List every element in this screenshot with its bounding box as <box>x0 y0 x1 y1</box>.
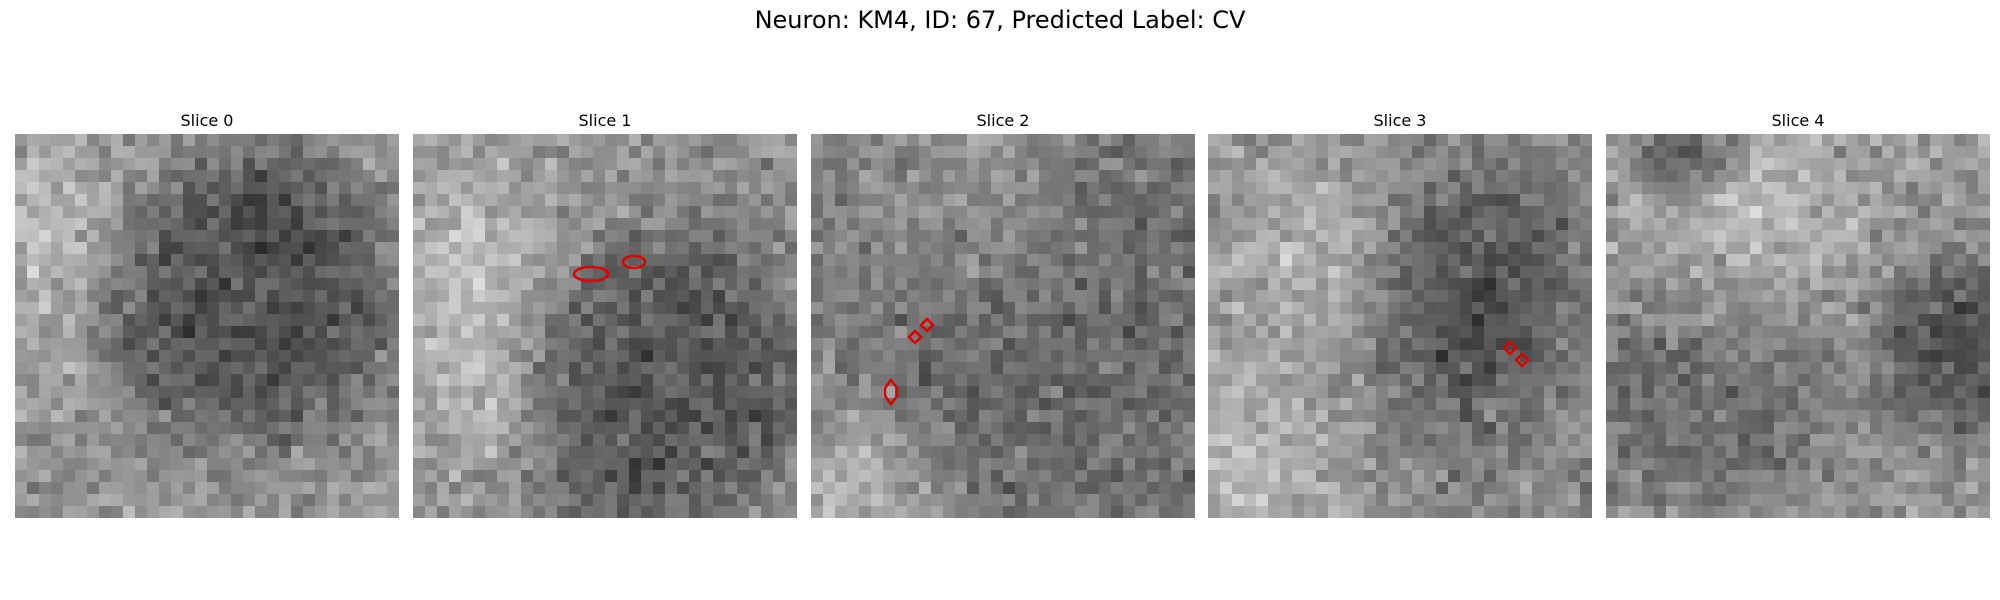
slice-panel-1: Slice 1 <box>413 108 797 518</box>
slice-image-0 <box>15 134 399 518</box>
slice-title-1: Slice 1 <box>413 108 797 134</box>
slice-panel-2: Slice 2 <box>811 108 1195 518</box>
slice-panel-3: Slice 3 <box>1208 108 1592 518</box>
slice-image-2 <box>811 134 1195 518</box>
slice-panel-4: Slice 4 <box>1606 108 1990 518</box>
slice-image-3 <box>1208 134 1592 518</box>
slice-image-4 <box>1606 134 1990 518</box>
slice-title-0: Slice 0 <box>15 108 399 134</box>
slice-image-1 <box>413 134 797 518</box>
slice-panel-0: Slice 0 <box>15 108 399 518</box>
slice-title-3: Slice 3 <box>1208 108 1592 134</box>
figure-title: Neuron: KM4, ID: 67, Predicted Label: CV <box>0 6 2000 34</box>
slice-title-4: Slice 4 <box>1606 108 1990 134</box>
slice-title-2: Slice 2 <box>811 108 1195 134</box>
